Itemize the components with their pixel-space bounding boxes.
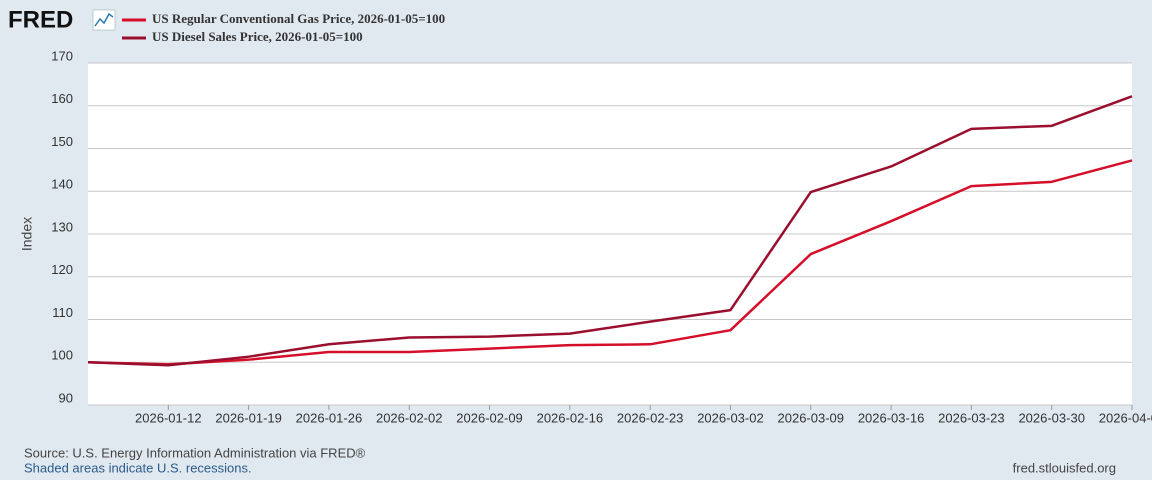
y-tick-label: 90	[59, 390, 73, 405]
legend-label: US Diesel Sales Price, 2026-01-05=100	[152, 29, 363, 44]
x-tick-label: 2026-03-16	[858, 410, 925, 425]
x-tick-label: 2026-02-16	[537, 410, 604, 425]
note: Shaded areas indicate U.S. recessions.	[24, 460, 252, 475]
y-tick-label: 140	[51, 177, 73, 192]
x-tick-label: 2026-01-12	[135, 410, 202, 425]
site: fred.stlouisfed.org	[1013, 460, 1116, 475]
x-tick-label: 2026-03-23	[938, 410, 1005, 425]
x-tick-label: 2026-01-19	[215, 410, 282, 425]
y-tick-label: 150	[51, 134, 73, 149]
series-line	[87, 95, 1133, 367]
y-tick-label: 130	[51, 219, 73, 234]
source: Source: U.S. Energy Information Administ…	[24, 445, 366, 460]
x-tick-label: 2026-03-30	[1018, 410, 1085, 425]
x-tick-label: 2026-02-09	[456, 410, 523, 425]
logo-icon	[92, 9, 116, 31]
x-tick-label: 2026-03-09	[778, 410, 845, 425]
y-tick-label: 160	[51, 91, 73, 106]
series-line	[87, 159, 1133, 366]
x-tick-label: 2026-04-06	[1099, 410, 1152, 425]
y-axis-label: Index	[19, 217, 35, 251]
x-tick-label: 2026-03-02	[697, 410, 764, 425]
y-tick-label: 170	[51, 48, 73, 63]
legend-label: US Regular Conventional Gas Price, 2026-…	[152, 11, 445, 26]
x-tick-label: 2026-02-23	[617, 410, 684, 425]
y-tick-label: 100	[51, 348, 73, 363]
y-tick-label: 120	[51, 262, 73, 277]
x-tick-label: 2026-01-26	[296, 410, 363, 425]
y-tick-label: 110	[52, 305, 73, 320]
x-tick-label: 2026-02-02	[376, 410, 443, 425]
logo: FRED	[8, 6, 73, 33]
